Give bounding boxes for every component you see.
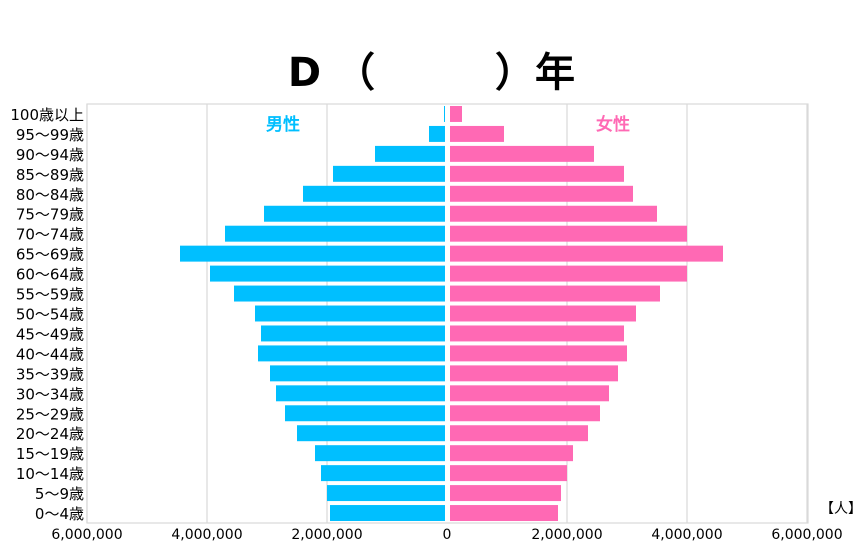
y-tick-label: 20～24歳 — [16, 425, 84, 443]
bar-female — [450, 485, 561, 502]
y-tick-label: 5～9歳 — [35, 485, 84, 503]
y-tick-label: 70～74歳 — [16, 226, 84, 244]
bar-female — [450, 185, 633, 202]
bar-female — [450, 125, 504, 142]
y-tick-label: 15～19歳 — [16, 445, 84, 463]
bar-male — [297, 425, 445, 442]
x-tick-label: 4,000,000 — [171, 527, 242, 543]
bar-female — [450, 325, 624, 342]
bar-female — [450, 165, 624, 182]
y-tick-label: 65～69歳 — [16, 246, 84, 264]
bar-male — [264, 205, 445, 222]
bar-male — [270, 365, 445, 382]
bar-female — [450, 505, 558, 522]
x-tick-label: 0 — [443, 527, 452, 543]
y-tick-label: 90～94歳 — [16, 146, 84, 164]
bar-male — [327, 485, 445, 502]
bar-male — [330, 505, 445, 522]
x-tick-label: 6,000,000 — [771, 527, 842, 543]
unit-label: 【人】 — [820, 501, 862, 517]
bar-male — [258, 345, 445, 362]
bar-female — [450, 265, 687, 282]
bar-male — [180, 245, 445, 262]
y-tick-label: 75～79歳 — [16, 206, 84, 224]
bar-female — [450, 365, 618, 382]
bar-female — [450, 205, 657, 222]
x-tick-label: 6,000,000 — [51, 527, 122, 543]
y-tick-label: 0～4歳 — [35, 505, 84, 523]
bar-male — [255, 305, 445, 322]
plot-frame — [86, 103, 809, 524]
bar-female — [450, 105, 462, 122]
bar-female — [450, 145, 594, 162]
bar-male — [210, 265, 445, 282]
y-tick-label: 35～39歳 — [16, 365, 84, 383]
y-tick-label: 10～14歳 — [16, 465, 84, 483]
y-tick-label: 85～89歳 — [16, 166, 84, 184]
x-tick-label: 4,000,000 — [651, 527, 722, 543]
bar-female — [450, 465, 567, 482]
bar-female — [450, 305, 636, 322]
bar-male — [444, 105, 445, 122]
bar-female — [450, 285, 660, 302]
bar-female — [450, 385, 609, 402]
bar-male — [375, 145, 445, 162]
bar-male — [321, 465, 445, 482]
bar-male — [225, 225, 445, 242]
y-tick-label: 40～44歳 — [16, 345, 84, 363]
bar-male — [285, 405, 445, 422]
y-tick-label: 60～64歳 — [16, 266, 84, 284]
bar-female — [450, 425, 588, 442]
bar-male — [276, 385, 445, 402]
bar-female — [450, 345, 627, 362]
bar-male — [315, 445, 445, 462]
y-tick-label: 80～84歳 — [16, 186, 84, 204]
y-tick-label: 55～59歳 — [16, 286, 84, 304]
y-tick-label: 25～29歳 — [16, 405, 84, 423]
legend-male: 男性 — [266, 114, 300, 135]
bar-male — [234, 285, 445, 302]
y-tick-label: 95～99歳 — [16, 126, 84, 144]
bar-male — [333, 165, 445, 182]
bar-female — [450, 225, 687, 242]
chart-title: D （ ）年 — [287, 50, 576, 96]
x-tick-label: 2,000,000 — [291, 527, 362, 543]
bar-female — [450, 445, 573, 462]
bar-female — [450, 405, 600, 422]
y-tick-label: 50～54歳 — [16, 306, 84, 324]
bar-male — [261, 325, 445, 342]
bar-female — [450, 245, 723, 262]
bar-male — [303, 185, 445, 202]
bar-male — [429, 125, 445, 142]
y-tick-label: 100歳以上 — [10, 106, 84, 124]
x-tick-label: 2,000,000 — [531, 527, 602, 543]
y-tick-label: 30～34歳 — [16, 385, 84, 403]
y-tick-label: 45～49歳 — [16, 325, 84, 343]
legend-female: 女性 — [596, 114, 630, 135]
